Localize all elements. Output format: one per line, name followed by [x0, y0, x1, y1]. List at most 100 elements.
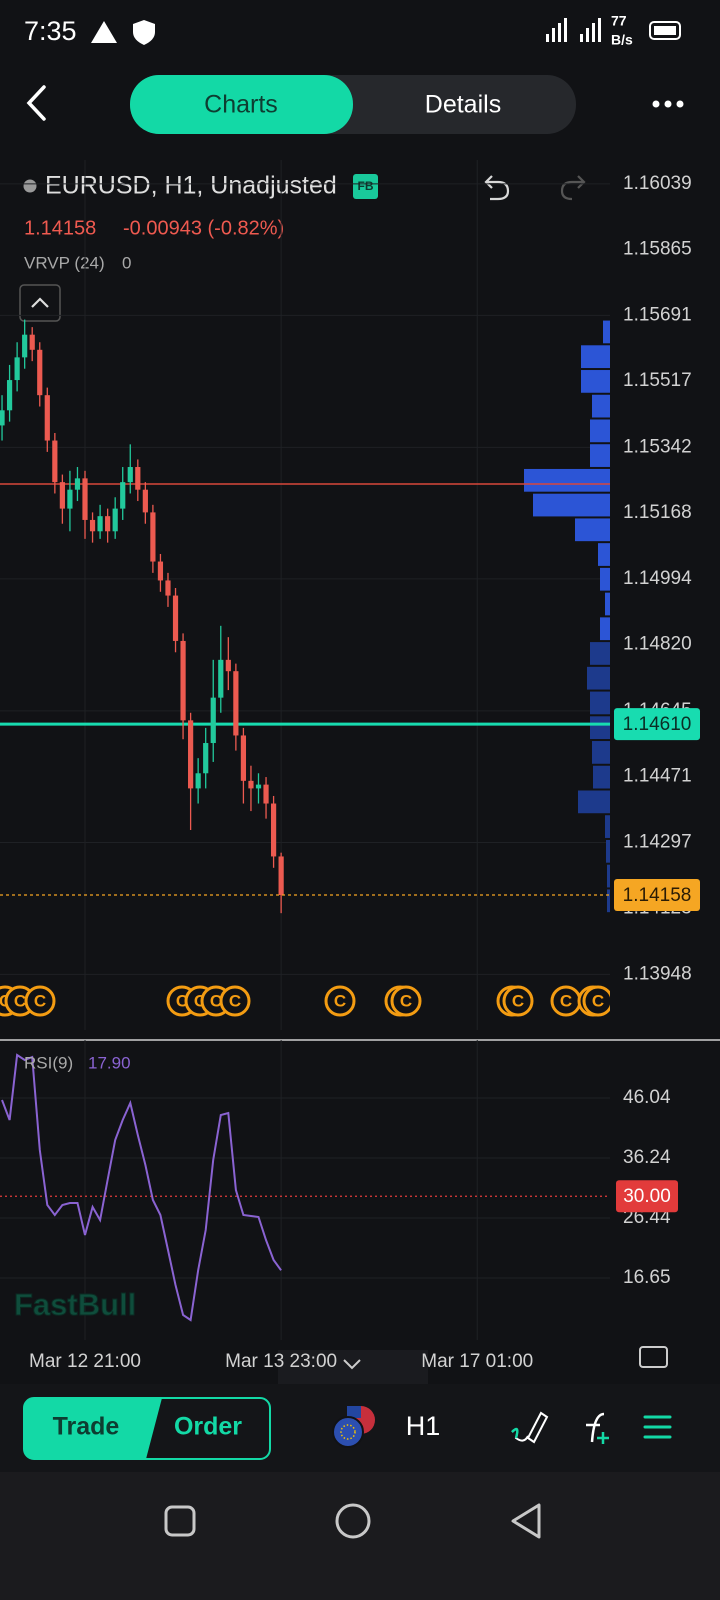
volume-profile-bar: [590, 691, 610, 715]
undo-button[interactable]: [484, 175, 510, 201]
event-marker: [502, 985, 534, 1017]
candle-body: [135, 467, 141, 490]
trade-label[interactable]: Trade: [53, 1413, 120, 1441]
indicator-plus: [597, 1432, 609, 1444]
candle-body: [6, 380, 13, 411]
y-tick-label: 26.44: [623, 1207, 671, 1228]
price-chart: 1.16039 1.15865 1.15691 1.15517 1.15342 1.151…: [0, 160, 720, 1030]
y-tick-label: 1.15691: [623, 304, 692, 325]
signal-icons: [546, 18, 601, 42]
net-speed-unit: B/s: [611, 32, 633, 48]
redo-button[interactable]: [560, 175, 586, 201]
candle-body: [150, 512, 156, 562]
candle-body: [29, 334, 35, 350]
price-change: -0.00943 (-0.82%): [123, 217, 284, 239]
volume-profile-bar: [587, 666, 610, 690]
y-tick-label: 1.14471: [623, 766, 692, 787]
event-marker-label: C: [176, 991, 188, 1010]
volume-profile-bar: [590, 419, 610, 443]
tab-active[interactable]: [130, 75, 353, 134]
candle-body: [89, 519, 96, 532]
event-marker: [219, 985, 251, 1017]
volume-profile-bar: [603, 320, 610, 344]
nav-back[interactable]: [511, 1503, 541, 1539]
candle-body: [248, 780, 254, 789]
candle-body: [195, 773, 201, 789]
back-button[interactable]: [26, 85, 46, 121]
collapse-button[interactable]: [19, 284, 61, 322]
rsi-level-label: 30.00: [623, 1186, 671, 1207]
event-marker-label: C: [560, 991, 572, 1010]
price-badge-label: 1.14610: [623, 714, 692, 735]
candle-body: [52, 440, 58, 483]
menu-button[interactable]: [643, 1415, 672, 1439]
volume-profile-bar: [593, 765, 610, 789]
candle-body: [255, 784, 262, 789]
volume-profile-bar: [590, 444, 610, 467]
candle-body: [157, 561, 164, 581]
y-tick-label: 1.14820: [623, 634, 692, 655]
interval[interactable]: H1: [406, 1411, 441, 1441]
battery-level: [654, 26, 676, 35]
trade-button[interactable]: [24, 1398, 162, 1459]
volume-profile-bar: [592, 394, 610, 418]
candle-body: [0, 410, 5, 426]
candle-body: [44, 395, 50, 441]
nav-recents[interactable]: [164, 1505, 196, 1537]
drawer-chevron: [343, 1359, 361, 1370]
candle-body: [270, 803, 277, 857]
volume-profile-bar: [590, 716, 610, 740]
rsi-line: [1, 1053, 282, 1322]
volume-profile-bar: [590, 642, 610, 665]
candle-body: [97, 516, 103, 532]
x-tick-label: Mar 12 21:00: [29, 1351, 141, 1372]
nav-home[interactable]: [335, 1503, 371, 1539]
battery: [649, 21, 681, 40]
candle-body: [142, 489, 148, 513]
volume-profile-bar: [607, 889, 610, 913]
status-time: 7:35: [24, 16, 77, 46]
x-axis: Mar 12 21:00 Mar 13 23:00 Mar 17 01:00: [29, 1351, 533, 1372]
flag-eu-stars: [340, 1424, 356, 1440]
y-tick-label: 1.15342: [623, 436, 692, 457]
candle-body: [233, 671, 239, 736]
layout-button[interactable]: [639, 1346, 668, 1368]
y-tick-label: 36.24: [623, 1147, 671, 1168]
marker-clip: [610, 980, 720, 1025]
tab-details[interactable]: Details: [425, 91, 501, 119]
volume-profile-bar: [533, 493, 610, 517]
fb-badge: [353, 174, 378, 199]
indicator-setting: 0: [122, 253, 131, 272]
draw-accent: [511, 1427, 519, 1439]
candle-body: [263, 784, 269, 804]
event-marker-label: C: [334, 991, 346, 1010]
y-tick-label: 46.04: [623, 1087, 671, 1108]
shield-icon: [133, 20, 155, 45]
candle-body: [37, 349, 43, 396]
x-tick-label: Mar 17 01:00: [421, 1351, 533, 1372]
last-price-label: 1.14158: [623, 885, 692, 906]
event-marker-label: C: [34, 991, 46, 1010]
collapse-icon: [31, 297, 49, 308]
y-tick-label: 16.65: [623, 1267, 671, 1288]
more-button[interactable]: [652, 100, 684, 108]
order-label[interactable]: Order: [174, 1413, 242, 1441]
last-price: 1.14158: [24, 217, 96, 239]
event-marker-label: C: [229, 991, 241, 1010]
volume-profile-bar: [575, 518, 610, 542]
candle-body: [203, 743, 209, 774]
candle-body: [240, 735, 247, 781]
status-dot: [23, 179, 37, 193]
volume-profile-bar: [581, 370, 610, 393]
warning-icon: [91, 21, 117, 43]
indicator-button[interactable]: [586, 1412, 605, 1443]
event-marker: [24, 985, 56, 1017]
volume-profile-bar: [578, 790, 610, 814]
candle-body: [210, 697, 216, 744]
event-marker-label: C: [592, 991, 604, 1010]
candle-body: [74, 478, 81, 490]
tab-charts[interactable]: Charts: [204, 91, 278, 119]
x-tick-label: Mar 13 23:00: [225, 1351, 337, 1372]
